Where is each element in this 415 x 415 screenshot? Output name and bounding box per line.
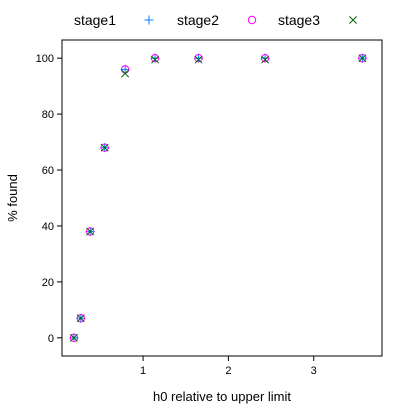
legend-label-stage1: stage1 bbox=[74, 12, 116, 28]
legend-marker-stage2 bbox=[247, 15, 257, 25]
point-stage2 bbox=[260, 53, 270, 63]
plot-frame bbox=[61, 39, 383, 357]
y-tick-label: 80 bbox=[42, 109, 54, 121]
point-stage3 bbox=[100, 143, 109, 152]
x-axis-title: h0 relative to upper limit bbox=[153, 389, 291, 404]
x-tick-label: 1 bbox=[140, 365, 146, 377]
point-stage2 bbox=[150, 53, 160, 63]
point-stage3 bbox=[261, 55, 270, 64]
y-tick-label: 0 bbox=[48, 333, 54, 345]
y-axis-title: % found bbox=[5, 174, 20, 222]
point-stage2 bbox=[76, 314, 85, 323]
point-stage2 bbox=[100, 143, 109, 152]
point-stage2 bbox=[85, 227, 95, 236]
y-tick-label: 60 bbox=[42, 165, 54, 177]
point-stage2 bbox=[69, 333, 79, 343]
legend-marker-stage1 bbox=[144, 15, 154, 25]
point-stage3 bbox=[194, 55, 203, 64]
point-stage2 bbox=[194, 53, 203, 63]
legend-marker-stage3 bbox=[349, 16, 357, 24]
point-stage1 bbox=[150, 53, 160, 63]
point-stage2 bbox=[358, 53, 367, 63]
legend-label-stage3: stage3 bbox=[278, 12, 320, 28]
point-stage3 bbox=[76, 314, 85, 323]
x-axis: 1 2 3 bbox=[140, 356, 317, 377]
y-axis: 0 20 40 60 80 100 bbox=[36, 53, 62, 345]
y-tick-label: 100 bbox=[36, 53, 54, 65]
point-stage3 bbox=[358, 54, 367, 63]
point-stage3 bbox=[86, 227, 95, 236]
point-stage3 bbox=[121, 69, 130, 78]
legend: stage1 stage2 stage3 bbox=[74, 12, 357, 28]
y-tick-label: 20 bbox=[42, 277, 54, 289]
point-stage3 bbox=[151, 55, 159, 64]
x-tick-label: 3 bbox=[311, 365, 317, 377]
point-stage1 bbox=[260, 53, 270, 63]
legend-label-stage2: stage2 bbox=[177, 12, 219, 28]
point-stage1 bbox=[194, 53, 204, 63]
y-tick-label: 40 bbox=[42, 221, 54, 233]
point-stage3 bbox=[69, 333, 78, 342]
point-stage1 bbox=[120, 64, 130, 74]
data-points bbox=[69, 53, 367, 343]
x-tick-label: 2 bbox=[225, 365, 231, 377]
